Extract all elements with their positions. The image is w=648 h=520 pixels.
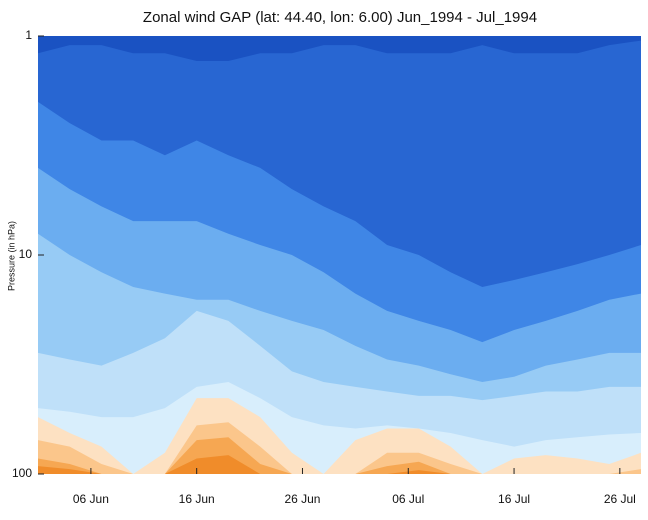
x-tick-label: 16 Jul [498,492,530,506]
y-tick-label: 10 [19,247,33,261]
x-tick-label: 26 Jul [604,492,636,506]
y-tick-label: 100 [12,466,32,480]
y-tick-label: 1 [25,28,32,42]
chart-title: Zonal wind GAP (lat: 44.40, lon: 6.00) J… [143,9,537,26]
contour-band [38,455,641,474]
axes: 1 10 100 06 Jun 16 Jun 26 Jun 06 Jul 16 Jul 26 J… [12,28,636,506]
y-axis-label: Pressure (in hPa) [6,221,16,291]
x-tick-label: 26 Jun [284,492,320,506]
plot-area [38,36,641,475]
x-tick-label: 06 Jul [392,492,424,506]
x-tick-label: 06 Jun [73,492,109,506]
x-tick-label: 16 Jun [179,492,215,506]
